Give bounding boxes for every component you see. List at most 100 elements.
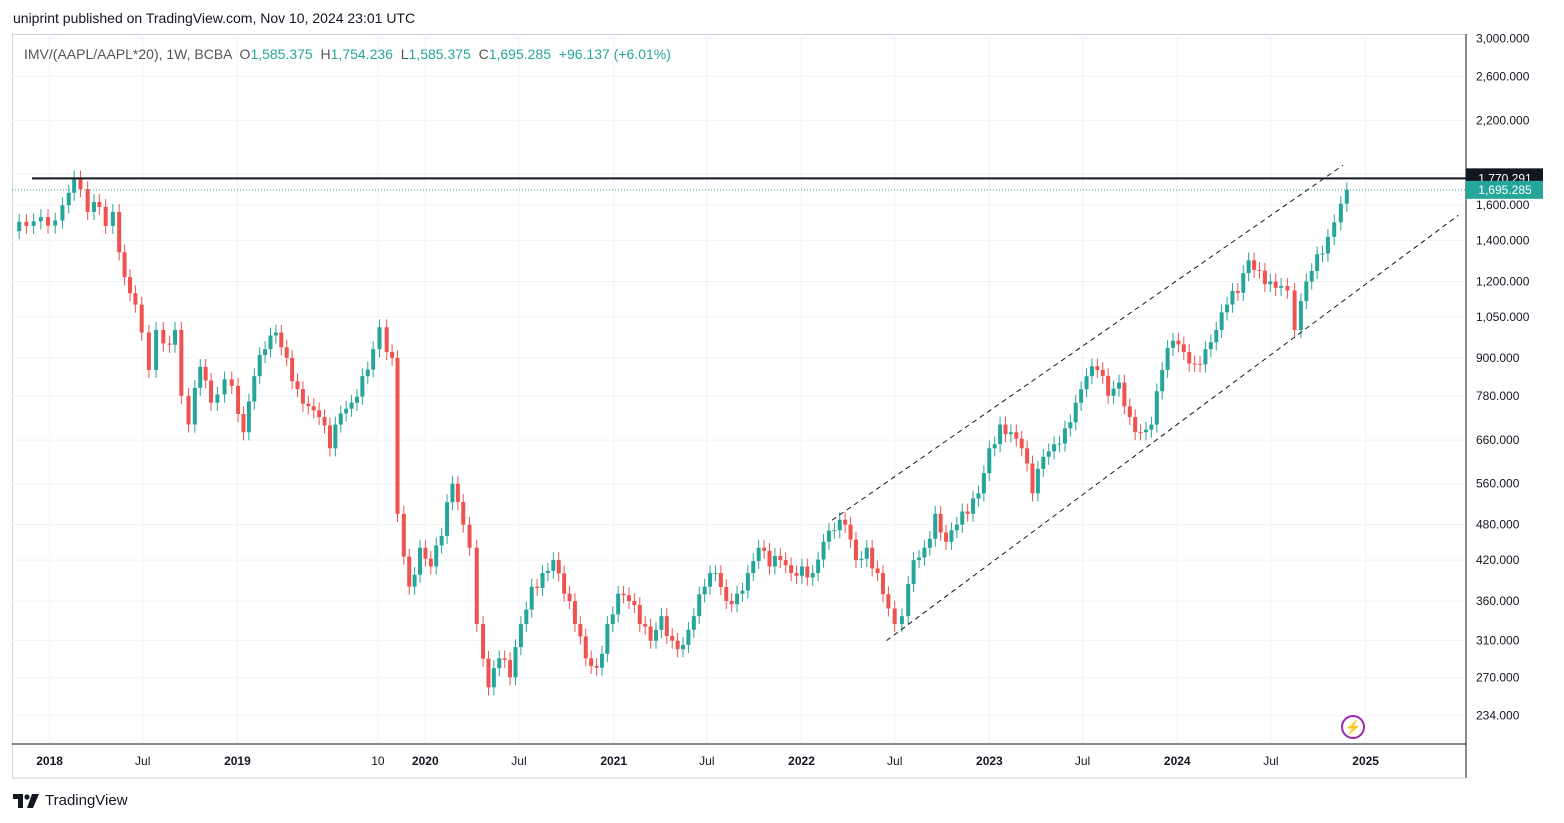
candle-body bbox=[122, 252, 127, 278]
candle-body bbox=[1160, 369, 1165, 392]
candle-body bbox=[675, 640, 680, 650]
symbol-legend: IMV/(AAPL/AAPL*20), 1W, BCBA O1,585.375 … bbox=[24, 46, 671, 62]
candle-body bbox=[1246, 260, 1251, 274]
candle-body bbox=[832, 530, 837, 532]
candle-body bbox=[654, 629, 659, 641]
candle-body bbox=[1008, 432, 1013, 435]
y-tick-label: 270.000 bbox=[1476, 670, 1520, 684]
x-tick-label: 2025 bbox=[1352, 754, 1379, 768]
candle-body bbox=[1192, 363, 1197, 365]
y-tick-label: 360.000 bbox=[1476, 594, 1520, 608]
candle-body bbox=[1257, 269, 1262, 271]
candle-body bbox=[729, 600, 734, 605]
last-price-label: 1,695.285 bbox=[1478, 183, 1532, 197]
candle-body bbox=[745, 573, 750, 591]
x-tick-label: 2022 bbox=[788, 754, 815, 768]
candle-body bbox=[139, 304, 144, 333]
x-tick-label: 10 bbox=[371, 754, 385, 768]
candle-body bbox=[236, 385, 241, 414]
candle-body bbox=[1154, 391, 1159, 425]
low-value: 1,585.375 bbox=[408, 46, 471, 62]
candle-body bbox=[789, 565, 794, 574]
candle-body bbox=[333, 424, 338, 449]
candle-body bbox=[960, 511, 965, 525]
candle-body bbox=[395, 357, 400, 514]
x-tick-label: 2019 bbox=[224, 754, 251, 768]
candle-body bbox=[1219, 312, 1224, 330]
candle-body bbox=[681, 644, 686, 650]
candle-body bbox=[311, 406, 316, 411]
low-label: L bbox=[400, 46, 409, 62]
candle-body bbox=[616, 593, 621, 615]
candle-body bbox=[767, 550, 772, 567]
chart-frame bbox=[12, 34, 1467, 779]
candle-body bbox=[439, 535, 444, 546]
candle-body bbox=[1230, 290, 1235, 305]
y-tick-label: 480.000 bbox=[1476, 518, 1520, 532]
x-tick-label: Jul bbox=[887, 754, 902, 768]
candle-body bbox=[816, 559, 821, 574]
candle-body bbox=[670, 635, 675, 641]
candle-body bbox=[186, 395, 191, 425]
lightning-bolt-icon[interactable]: ⚡ bbox=[1341, 715, 1365, 739]
candle-body bbox=[103, 206, 108, 226]
candle-body bbox=[1003, 424, 1008, 435]
y-tick-label: 2,200.000 bbox=[1476, 114, 1530, 128]
candle-body bbox=[702, 586, 707, 595]
candle-body bbox=[1165, 347, 1170, 370]
candle-body bbox=[933, 513, 938, 539]
candle-body bbox=[1100, 369, 1105, 376]
candle-body bbox=[987, 448, 992, 474]
candle-body bbox=[545, 570, 550, 574]
candle-body bbox=[859, 558, 864, 561]
candle-body bbox=[799, 566, 804, 576]
candle-body bbox=[756, 547, 761, 562]
candle-body bbox=[241, 413, 246, 433]
candle-body bbox=[322, 417, 327, 426]
candle-body bbox=[365, 369, 370, 377]
candle-body bbox=[1214, 329, 1219, 343]
candle-body bbox=[461, 501, 466, 525]
candle-body bbox=[46, 217, 51, 226]
candle-body bbox=[686, 629, 691, 645]
candle-body bbox=[938, 513, 943, 533]
candle-body bbox=[38, 217, 43, 222]
candle-body bbox=[772, 555, 777, 567]
candle-body bbox=[1041, 456, 1046, 469]
candle-body bbox=[445, 502, 450, 536]
candle-body bbox=[127, 277, 132, 294]
candle-body bbox=[317, 410, 322, 418]
candle-body bbox=[578, 624, 583, 637]
candle-body bbox=[179, 329, 184, 396]
candle-body bbox=[1315, 254, 1320, 271]
candle-body bbox=[1338, 203, 1343, 223]
candle-body bbox=[1208, 342, 1213, 350]
candle-body bbox=[215, 394, 220, 403]
candle-body bbox=[423, 547, 428, 559]
candle-body bbox=[567, 593, 572, 602]
x-tick-label: Jul bbox=[699, 754, 714, 768]
candle-body bbox=[965, 511, 970, 514]
candle-body bbox=[1095, 366, 1100, 370]
candle-body bbox=[360, 376, 365, 397]
candle-body bbox=[1084, 376, 1089, 390]
y-tick-label: 560.000 bbox=[1476, 477, 1520, 491]
candle-body bbox=[1304, 281, 1309, 302]
candle-body bbox=[1057, 443, 1062, 445]
candle-body bbox=[1025, 448, 1030, 464]
candle-body bbox=[708, 573, 713, 587]
candle-body bbox=[1052, 444, 1057, 452]
candle-body bbox=[1171, 340, 1176, 348]
candle-body bbox=[518, 624, 523, 648]
candle-body bbox=[998, 424, 1003, 445]
candle-body bbox=[664, 616, 669, 636]
candle-body bbox=[981, 473, 986, 494]
candle-body bbox=[229, 379, 234, 386]
candle-body bbox=[91, 201, 96, 212]
candle-body bbox=[1320, 253, 1325, 255]
candle-body bbox=[821, 541, 826, 560]
candle-body bbox=[691, 616, 696, 630]
candle-body bbox=[1292, 290, 1297, 330]
candle-body bbox=[1203, 349, 1208, 365]
